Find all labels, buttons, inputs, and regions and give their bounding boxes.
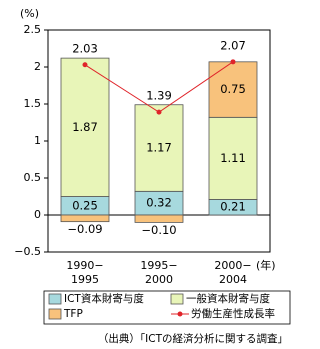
line-point [156,109,162,115]
x-tick-label: 2000− [214,259,251,272]
y-unit-label: (%) [20,7,39,20]
x-tick-label: 2004 [219,273,247,286]
value-label: 0.21 [220,200,246,214]
legend-point [177,311,183,317]
y-tick-label: 2 [34,60,41,73]
x-unit-label: (年) [256,258,276,272]
bar-segment [134,104,184,192]
value-label: 1.39 [146,89,172,103]
value-label: 1.11 [220,151,246,165]
bar-segment [208,116,258,200]
line-point [230,59,236,65]
legend-swatch [48,308,62,320]
x-tick-label: 2000 [145,273,173,286]
legend-label: TFP [63,308,83,320]
y-tick-label: 0.5 [24,171,42,184]
value-label: −0.10 [141,223,176,237]
y-tick-label: 1.5 [24,97,42,110]
value-label: −0.09 [67,222,102,236]
x-tick-label: 1995− [140,259,177,272]
line-point [82,62,88,68]
legend-swatch [170,293,184,305]
value-label: 1.87 [72,120,98,134]
value-label: 2.03 [72,41,98,55]
x-tick-label: 1990− [66,259,103,272]
source-note: （出典）「ICTの経済分析に関する調査」 [98,332,288,345]
bar-segment [134,214,184,223]
y-tick-label: 0 [34,208,41,221]
bar-segment [60,57,110,197]
value-label: 2.07 [220,38,246,52]
y-tick-label: 2.5 [24,23,42,36]
bar-segment [208,61,258,118]
legend-label: ICT資本財寄与度 [64,292,144,305]
legend-frame [43,290,291,325]
y-tick-label: 1 [34,134,41,147]
x-tick-label: 1995 [71,273,99,286]
legend-label: 一般資本財寄与度 [186,292,270,305]
value-label: 0.25 [72,198,98,212]
y-tick-label: −0.5 [14,245,41,258]
value-label: 1.17 [146,141,172,155]
chart: (%) (年) （出典）「ICTの経済分析に関する調査」 −0.5 0 0.5 1 1.… [14,7,291,345]
legend-swatch [48,293,62,305]
value-label: 0.32 [146,196,172,210]
value-label: 0.75 [220,82,246,96]
legend-label: 労働生産性成長率 [191,307,275,320]
bar-segment [60,214,110,223]
